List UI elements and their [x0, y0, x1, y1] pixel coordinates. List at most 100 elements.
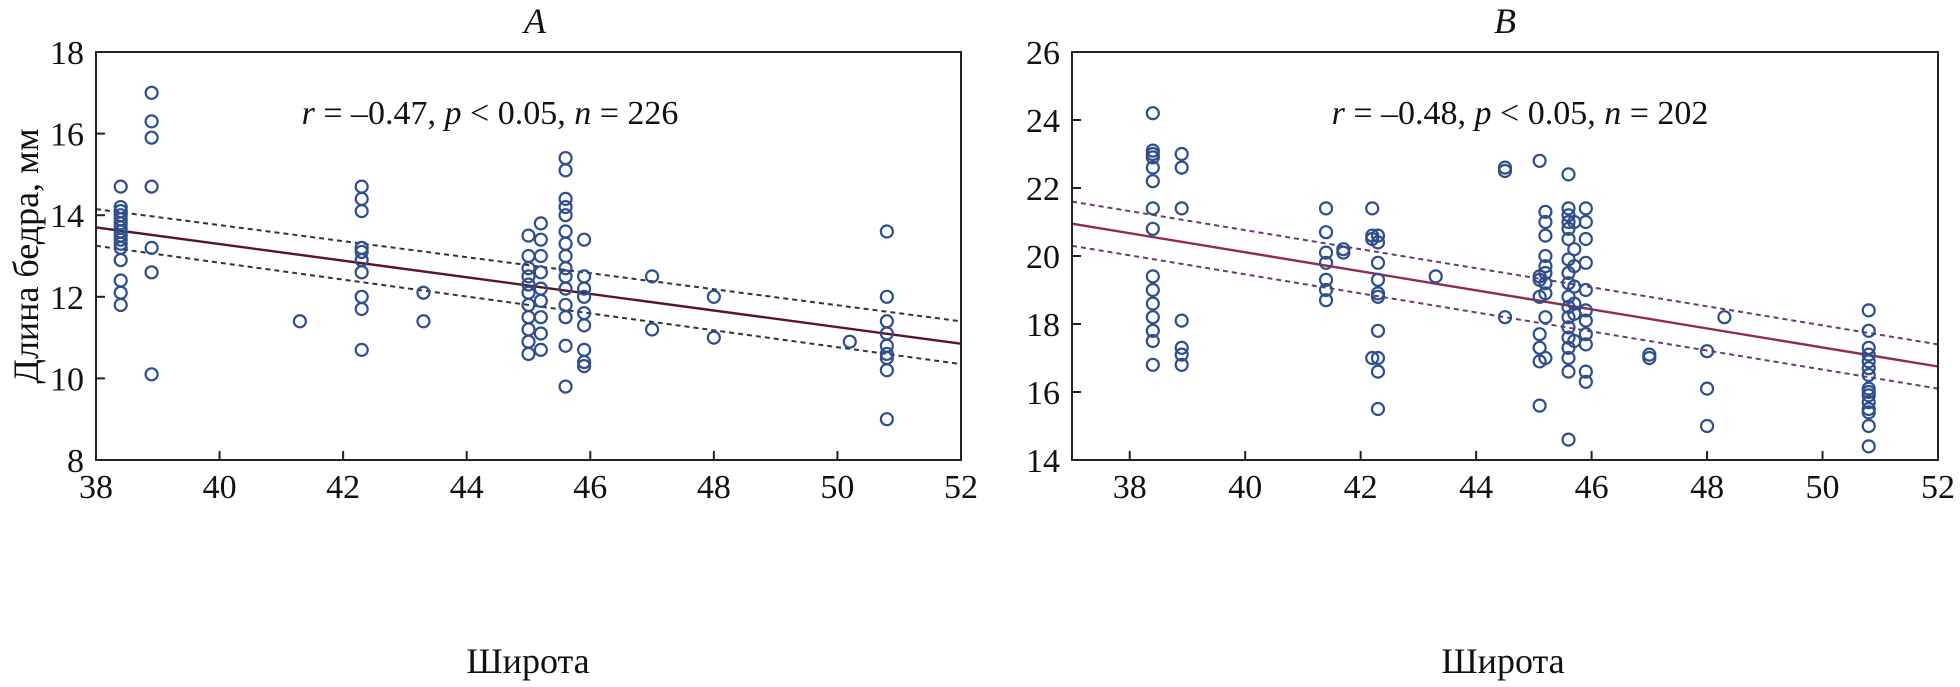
panel-b-data-point: [1538, 204, 1553, 219]
panel-a-data-point: [558, 163, 573, 178]
panel-a-data-point: [879, 412, 894, 427]
panel-b-data-point: [1532, 340, 1547, 355]
panel-b-x-tick-label: 46: [1575, 469, 1609, 506]
panel-a-data-point: [144, 85, 159, 100]
panel-a-data-point: [577, 281, 592, 296]
panel-a-data-point: [644, 322, 660, 337]
panel-a-x-axis-label: Широта: [466, 641, 589, 681]
panel-b-data-point: [1174, 313, 1189, 328]
panel-b-data-point: [1538, 214, 1553, 230]
panel-a-data-point: [521, 228, 536, 243]
panel-a-data-point: [144, 240, 159, 255]
panel-b-data-point: [1567, 242, 1582, 257]
panel-a-x-tick-label: 44: [450, 469, 484, 506]
panel-a-data-point: [577, 359, 592, 374]
panel-b-data-point: [1578, 201, 1593, 216]
panel-a-data-point: [533, 310, 548, 325]
panel-a-regression-line: [95, 226, 962, 345]
panel-a-data-point: [577, 269, 592, 284]
panel-b-data-point: [1370, 364, 1386, 379]
panel-b-data-point: [1699, 344, 1715, 359]
panel-a-data-point: [113, 297, 128, 313]
panel-b-y-tick-label: 24: [1026, 103, 1060, 140]
panel-a-data-point: [558, 338, 573, 353]
n-value: = 202: [1621, 95, 1708, 132]
panel-a-data-point: [521, 269, 536, 284]
panel-a-data-point: [144, 179, 159, 194]
panel-a-data-point: [521, 334, 536, 349]
panel-b-data-point: [1318, 293, 1334, 308]
panel-b-data-point: [1174, 357, 1189, 372]
panel-b-data-point: [1318, 225, 1334, 240]
panel-a-data-point: [577, 354, 592, 370]
panel-a-y-tick-label: 16: [50, 117, 84, 154]
panel-a-x-tick-label: 38: [79, 469, 113, 506]
panel-a-data-point: [706, 330, 721, 345]
p-symbol: p: [443, 95, 462, 132]
panel-b-data-point: [1145, 174, 1160, 189]
panel-a-data-point: [577, 232, 592, 247]
panel-a-data-point: [354, 191, 369, 206]
panel-b-data-point: [1145, 201, 1160, 216]
panel-a-data-point: [113, 252, 128, 268]
panel-a-data-point: [113, 285, 128, 300]
panel-b-x-tick-label: 52: [1921, 469, 1955, 506]
panel-b-data-point: [1699, 418, 1715, 434]
r-value: = –0.47,: [315, 95, 445, 132]
panel-a-data-point: [113, 232, 128, 247]
panel-a-data-point: [558, 150, 573, 166]
panel-b-data-point: [1861, 388, 1876, 403]
panel-a-data-point: [521, 322, 536, 337]
panel-a-data-point: [558, 269, 573, 284]
panel-b-data-point: [1145, 269, 1160, 284]
panel-b-data-point: [1578, 282, 1593, 298]
panel-a-data-point: [558, 261, 573, 276]
panel-a-ci-upper-line: [95, 208, 962, 323]
panel-a-data-point: [533, 293, 548, 308]
panel-a-x-tick-label: 40: [203, 469, 237, 506]
panel-b-data-point: [1145, 310, 1160, 325]
n-symbol: n: [1604, 95, 1621, 132]
r-symbol: r: [302, 95, 316, 132]
panel-b-data-point: [1561, 432, 1576, 447]
panel-a-data-point: [533, 216, 548, 231]
panel-a-data-point: [354, 179, 369, 194]
panel-b-data-point: [1561, 364, 1576, 379]
panel-b-data-point: [1578, 231, 1593, 247]
panel-b-data-point: [1145, 333, 1160, 349]
panel-b-x-tick-label: 42: [1344, 469, 1378, 506]
panel-a-annotation: r = –0.47, p < 0.05, n = 226: [302, 95, 679, 132]
panel-b-data-point: [1174, 347, 1189, 362]
panel-b-data-point: [1578, 214, 1593, 230]
panel-b-data-point: [1145, 150, 1160, 165]
panel-a-data-point: [354, 289, 369, 304]
panel-a-data-point: [533, 232, 548, 247]
panel-b-data-point: [1145, 357, 1160, 372]
panel-b-data-point: [1532, 153, 1547, 168]
panel-b-data-point: [1861, 347, 1876, 362]
panel-b-data-point: [1370, 255, 1386, 270]
panel-b-data-point: [1561, 214, 1576, 230]
panel-a-data-point: [533, 248, 548, 264]
panel-a-data-point: [354, 244, 369, 260]
panel-b-data-point: [1578, 327, 1593, 342]
panel-a-data-point: [577, 289, 592, 304]
panel-b-data-point: [1699, 381, 1715, 396]
panel-a-data-point: [706, 289, 721, 304]
panel-a-data-point: [521, 261, 536, 276]
panel-a-y-tick-label: 12: [50, 280, 84, 317]
panel-a-data-point: [558, 191, 573, 206]
panel-b-data-point: [1861, 418, 1876, 434]
panel-b-data-point: [1561, 231, 1576, 247]
panel-a: A r = –0.47, p < 0.05, n = 226 Длина бед…: [6, 1, 978, 681]
panel-b-data-point: [1538, 248, 1553, 264]
panel-a-data-point: [533, 326, 548, 341]
p-symbol: p: [1473, 95, 1492, 132]
panel-b-data-point: [1578, 364, 1593, 379]
panel-b-data-point: [1145, 221, 1160, 236]
panel-a-data-point: [144, 367, 159, 382]
panel-b-data-point: [1145, 282, 1160, 298]
panel-b-data-point: [1861, 439, 1876, 454]
panel-b-data-point: [1861, 303, 1876, 318]
